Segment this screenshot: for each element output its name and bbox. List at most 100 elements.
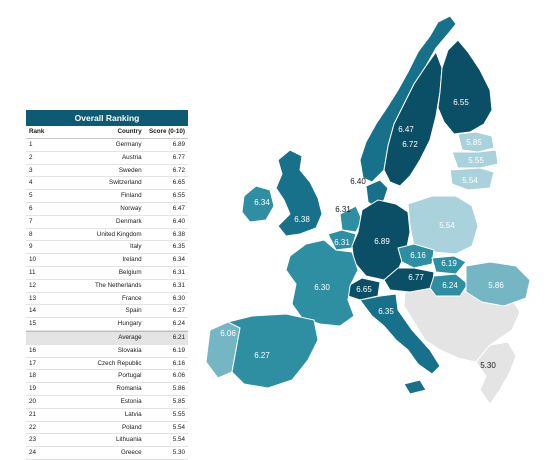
country-cell: Belgium <box>118 268 142 276</box>
table-row: 16 Slovakia 6.19 <box>26 345 188 358</box>
rank-cell: 2 <box>29 153 33 161</box>
country-cell: Finland <box>120 192 142 200</box>
rank-cell: 9 <box>29 243 33 251</box>
table-row: 15 Hungary 6.24 <box>26 318 188 331</box>
label-czech: 6.16 <box>410 251 426 260</box>
score-cell: 6.65 <box>172 179 186 187</box>
region-czech <box>397 243 435 269</box>
rank-cell: 14 <box>29 307 37 315</box>
label-portugal: 6.06 <box>220 329 236 338</box>
country-cell: Italy <box>130 243 142 251</box>
region-italy <box>359 293 441 375</box>
score-cell: 6.19 <box>172 346 186 354</box>
table-body: 1 Germany 6.89 2 Austria 6.77 3 Sweden 6.72 4 Swit… <box>26 139 188 460</box>
country-cell: Sweden <box>118 166 142 174</box>
country-cell: United Kingdom <box>96 230 142 238</box>
country-cell: Switzerland <box>109 179 142 187</box>
rank-cell: 7 <box>29 217 33 225</box>
rank-cell: 3 <box>29 166 33 174</box>
region-latvia <box>451 149 499 169</box>
label-greece: 5.30 <box>480 361 496 370</box>
table-row-average: Average 6.21 <box>26 330 188 345</box>
label-denmark: 6.40 <box>350 177 366 186</box>
score-cell: 5.54 <box>172 423 186 431</box>
country-cell: Norway <box>120 204 142 212</box>
rank-cell: 16 <box>29 346 37 354</box>
country-cell: Czech Republic <box>97 359 142 367</box>
region-uk <box>275 149 323 237</box>
label-germany: 6.89 <box>374 237 390 246</box>
table-row: 17 Czech Republic 6.16 <box>26 358 188 371</box>
table-row: 11 Belgium 6.31 <box>26 267 188 280</box>
score-cell: 6.47 <box>172 204 186 212</box>
region-finland <box>437 39 493 135</box>
region-spain <box>226 313 319 389</box>
score-cell: 5.30 <box>172 449 186 457</box>
header-score: Score (0-10) <box>148 128 186 135</box>
label-sweden: 6.72 <box>402 140 418 149</box>
table-row: 4 Switzerland 6.65 <box>26 177 188 191</box>
table-row: 12 The Netherlands 6.31 <box>26 280 188 293</box>
score-cell: 6.31 <box>172 268 186 276</box>
table-header-row: Rank Country Score (0-10) <box>26 126 188 139</box>
label-uk: 6.38 <box>294 215 310 224</box>
table-row: 8 United Kingdom 6.38 <box>26 229 188 242</box>
label-slovakia: 6.19 <box>441 259 457 268</box>
rank-cell: 1 <box>29 141 33 148</box>
table-title: Overall Ranking <box>26 110 188 126</box>
rank-cell: 4 <box>29 179 33 187</box>
region-lithuania <box>449 167 495 191</box>
label-lithuania: 5.54 <box>462 176 478 185</box>
region-greece <box>475 341 517 405</box>
table-row: 3 Sweden 6.72 <box>26 165 188 178</box>
header-country: Country <box>117 128 142 135</box>
label-switzerland: 6.65 <box>356 285 372 294</box>
label-belgium: 6.31 <box>334 238 350 247</box>
score-cell: 6.40 <box>172 217 186 225</box>
country-cell: Germany <box>115 141 142 148</box>
country-cell: Spain <box>125 307 142 315</box>
table-row: 21 Latvia 5.55 <box>26 409 188 422</box>
table-row: 10 Ireland 6.34 <box>26 254 188 267</box>
label-netherlands: 6.31 <box>335 205 351 214</box>
label-ireland: 6.34 <box>254 198 270 207</box>
score-cell: 6.72 <box>172 166 186 174</box>
europe-map: 6.47 6.72 6.55 5.85 5.55 5.54 6.40 6.34 … <box>205 15 531 405</box>
table-row: 9 Italy 6.35 <box>26 241 188 255</box>
table-row: 24 Greece 5.30 <box>26 447 188 460</box>
table-row: 1 Germany 6.89 <box>26 139 188 152</box>
score-cell: 6.34 <box>172 256 186 264</box>
score-cell: 6.06 <box>172 372 186 380</box>
country-cell: Ireland <box>122 256 142 264</box>
rank-cell: 13 <box>29 294 37 302</box>
country-cell: Latvia <box>124 410 142 418</box>
rank-cell: 19 <box>29 385 37 393</box>
score-cell: 6.35 <box>172 243 186 251</box>
rank-cell: 15 <box>29 320 37 328</box>
region-romania <box>465 261 531 307</box>
country-cell: Hungary <box>117 320 142 328</box>
region-sicily <box>403 379 427 395</box>
table-row: 18 Portugal 6.06 <box>26 370 188 384</box>
score-cell: 6.31 <box>172 281 186 289</box>
country-cell: France <box>121 294 142 302</box>
table-row: 2 Austria 6.77 <box>26 152 188 165</box>
score-cell: 6.21 <box>172 333 186 341</box>
country-cell: Denmark <box>116 217 142 225</box>
country-cell: Greece <box>120 449 142 457</box>
rank-cell: 10 <box>29 256 37 264</box>
label-latvia: 5.55 <box>468 156 484 165</box>
header-rank: Rank <box>29 128 45 135</box>
region-hungary <box>429 273 469 297</box>
rank-cell <box>26 332 50 344</box>
score-cell: 5.54 <box>172 436 186 444</box>
rank-cell: 6 <box>29 204 33 212</box>
score-cell: 5.55 <box>172 410 186 418</box>
overall-ranking-table: Overall Ranking Rank Country Score (0-10… <box>26 110 188 460</box>
region-poland <box>407 195 479 255</box>
rank-cell: 24 <box>29 449 37 457</box>
country-cell: The Netherlands <box>95 281 142 289</box>
label-austria: 6.77 <box>408 273 424 282</box>
score-cell: 6.27 <box>172 307 186 315</box>
country-cell: Slovakia <box>117 346 142 354</box>
